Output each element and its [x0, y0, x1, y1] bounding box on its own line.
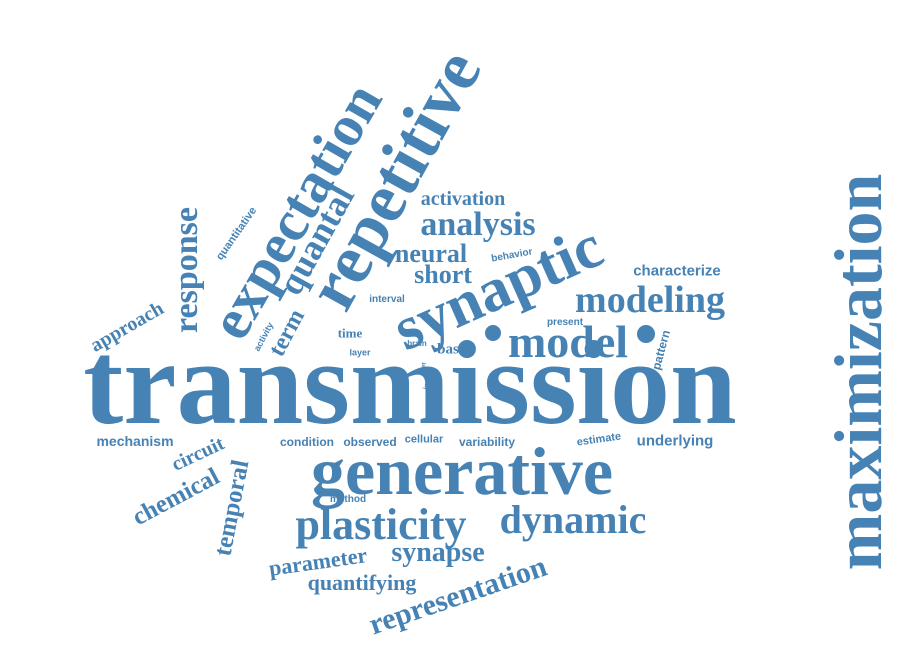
word-present: present: [546, 317, 584, 328]
word-maximization: maximization: [820, 173, 896, 571]
word-modeling: modeling: [575, 279, 725, 321]
word-neural: neural: [394, 239, 468, 268]
word-activation: activation: [420, 188, 506, 210]
word-variability: variability: [458, 435, 516, 449]
word-condition: condition: [280, 435, 334, 449]
word-response: response: [168, 207, 205, 333]
word-method: method: [329, 494, 367, 505]
word-observed: observed: [343, 435, 397, 449]
word-basis: basis: [437, 341, 469, 358]
word-quantifying: quantifying: [307, 570, 417, 595]
word-cellular: cellular: [404, 433, 444, 446]
word-analysis: analysis: [420, 206, 536, 243]
word-mechanism: mechanism: [96, 433, 174, 449]
word-synapse: synapse: [391, 537, 485, 568]
word-interval: interval: [369, 294, 405, 305]
word-layer: layer: [349, 347, 371, 358]
word-brain: brain: [407, 339, 427, 348]
word-generative: generative: [310, 433, 614, 509]
word-underlying: underlying: [636, 432, 714, 450]
word-dynamic: dynamic: [499, 497, 647, 542]
word-characterize: characterize: [633, 262, 721, 280]
word-short: short: [414, 260, 472, 289]
word-plasticity: plasticity: [295, 500, 467, 549]
dot-model-left: [485, 325, 501, 341]
word-transmission: transmission: [83, 316, 737, 449]
dot-model-right: [637, 325, 655, 343]
word-time: time: [337, 325, 363, 341]
word-model: model: [507, 316, 629, 367]
